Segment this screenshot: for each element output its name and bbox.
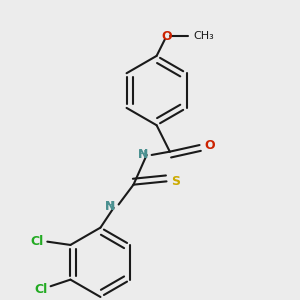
Text: CH₃: CH₃ <box>193 31 214 41</box>
Text: H: H <box>105 201 114 211</box>
Text: O: O <box>161 30 172 43</box>
Text: N: N <box>138 148 149 161</box>
Text: H: H <box>138 150 147 160</box>
Text: Cl: Cl <box>31 235 44 248</box>
Text: Cl: Cl <box>34 283 47 296</box>
Text: O: O <box>205 139 215 152</box>
Text: S: S <box>172 175 181 188</box>
Text: N: N <box>105 200 116 213</box>
